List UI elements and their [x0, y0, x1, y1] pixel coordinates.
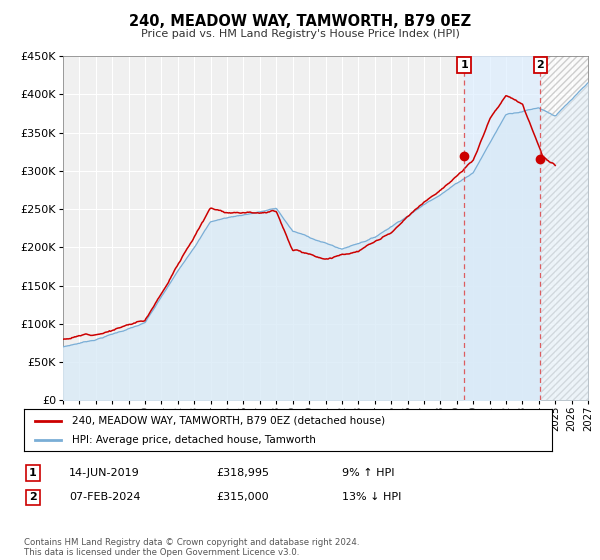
Text: 14-JUN-2019: 14-JUN-2019	[69, 468, 140, 478]
Text: HPI: Average price, detached house, Tamworth: HPI: Average price, detached house, Tamw…	[71, 435, 316, 445]
Text: 13% ↓ HPI: 13% ↓ HPI	[342, 492, 401, 502]
Text: Price paid vs. HM Land Registry's House Price Index (HPI): Price paid vs. HM Land Registry's House …	[140, 29, 460, 39]
Text: 240, MEADOW WAY, TAMWORTH, B79 0EZ (detached house): 240, MEADOW WAY, TAMWORTH, B79 0EZ (deta…	[71, 416, 385, 426]
Text: 2: 2	[536, 60, 544, 70]
Text: 07-FEB-2024: 07-FEB-2024	[69, 492, 140, 502]
Text: 9% ↑ HPI: 9% ↑ HPI	[342, 468, 395, 478]
Text: 2: 2	[29, 492, 37, 502]
Text: 1: 1	[460, 60, 468, 70]
Bar	[541, 56, 588, 400]
Text: £318,995: £318,995	[216, 468, 269, 478]
Text: 240, MEADOW WAY, TAMWORTH, B79 0EZ: 240, MEADOW WAY, TAMWORTH, B79 0EZ	[129, 14, 471, 29]
Text: £315,000: £315,000	[216, 492, 269, 502]
Text: Contains HM Land Registry data © Crown copyright and database right 2024.
This d: Contains HM Land Registry data © Crown c…	[24, 538, 359, 557]
Text: 1: 1	[29, 468, 37, 478]
